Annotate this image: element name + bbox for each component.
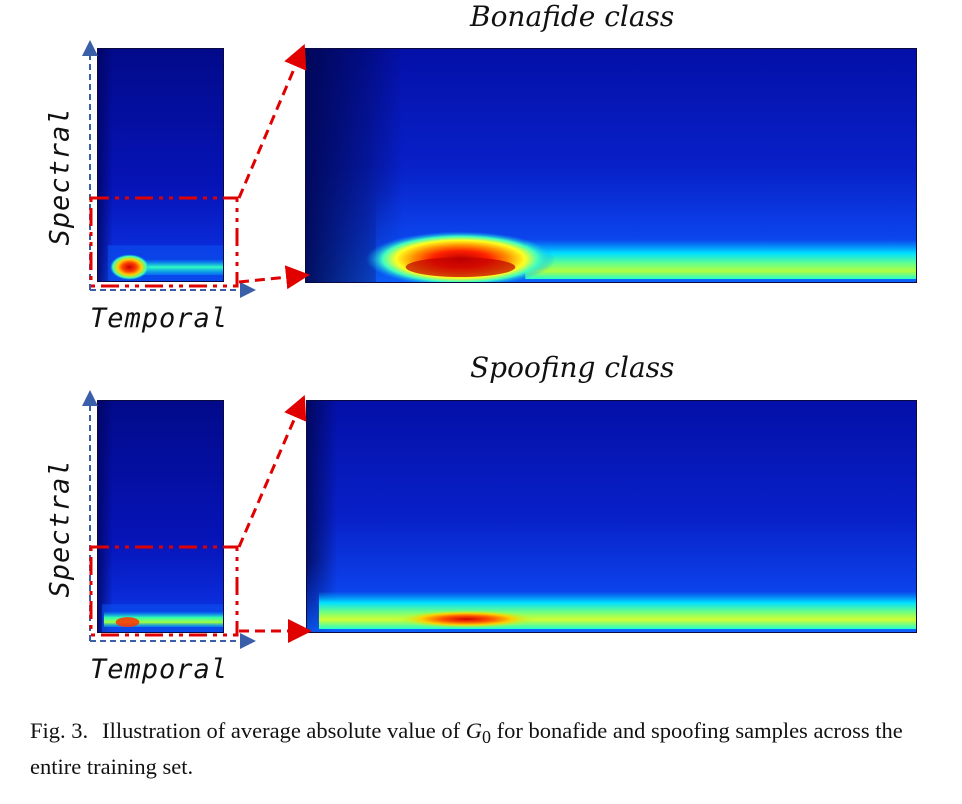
panel-title-bonafide: Bonafide class	[470, 0, 675, 33]
zoom-connector-top-bonafide	[237, 43, 307, 199]
x-axis-label-bonafide: Temporal	[90, 303, 229, 334]
heatmap-spoofing-full	[97, 400, 224, 633]
zoom-connector-top-spoofing	[237, 394, 307, 548]
figure-caption: Fig. 3. Illustration of average absolute …	[30, 716, 940, 782]
zoom-connector-bottom-bonafide	[238, 265, 310, 290]
caption-figure-label: Fig. 3.	[30, 718, 89, 743]
caption-math-symbol: G0	[465, 718, 492, 747]
caption-text-after: for bonafide and spoofing samples across…	[30, 718, 903, 779]
y-axis-label-spoofing: Spectral	[44, 459, 76, 598]
caption-math-subscript: 0	[482, 727, 492, 747]
caption-text-before: Illustration of average absolute value o…	[102, 718, 466, 743]
heatmap-spoofing-zoom	[306, 400, 917, 633]
panel-title-spoofing: Spoofing class	[470, 351, 675, 384]
y-axis-label-bonafide: Spectral	[44, 107, 76, 246]
heatmap-bonafide-full	[97, 48, 224, 282]
figure-3: Bonafide class Spoofing class Spectral T…	[44, 0, 917, 685]
x-axis-label-spoofing: Temporal	[90, 654, 229, 685]
heatmap-bonafide-zoom	[305, 48, 917, 283]
